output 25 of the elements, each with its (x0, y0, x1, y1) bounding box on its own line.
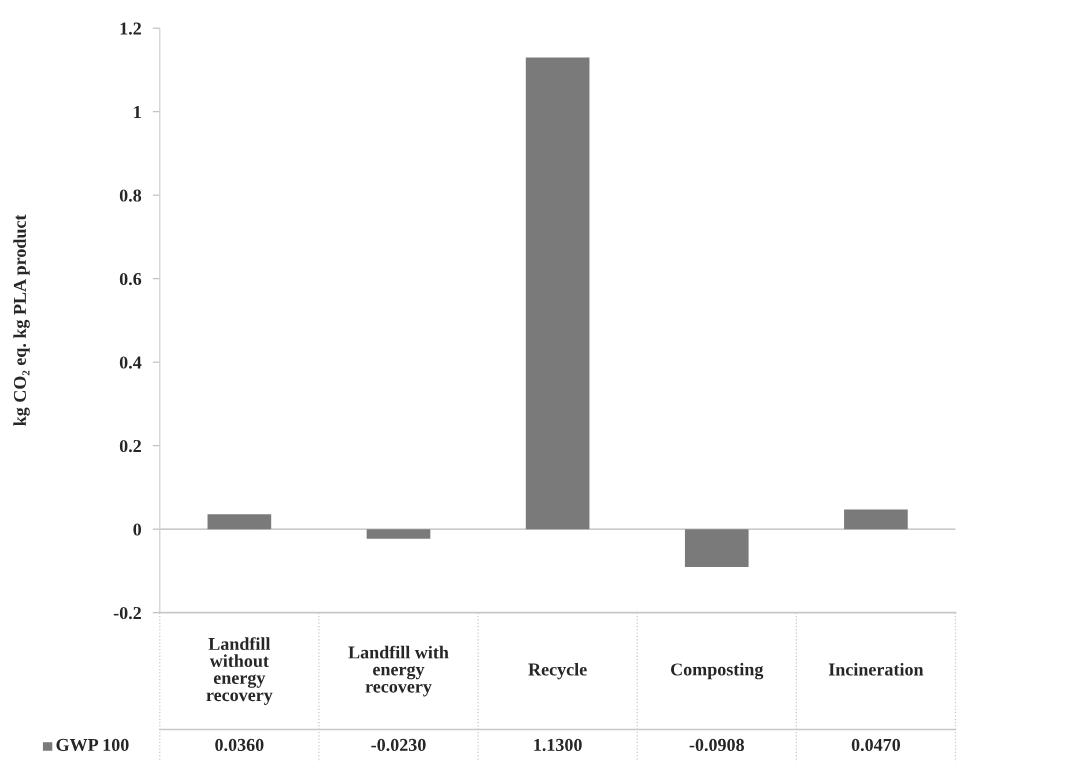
data-label: 1.1300 (534, 738, 582, 752)
y-tick-label: 1 (134, 106, 141, 118)
bar (844, 509, 908, 530)
data-label: -0.0908 (689, 738, 744, 752)
y-tick-label: 0.2 (119, 439, 141, 453)
y-tick-label: -0.2 (113, 606, 141, 620)
data-label: -0.0230 (371, 738, 426, 752)
y-tick-label: 0.4 (119, 356, 142, 369)
data-label: 0.0360 (215, 738, 264, 752)
bar (684, 529, 749, 568)
bar (525, 57, 590, 530)
bar (366, 529, 431, 539)
y-tick-label: 0.8 (119, 189, 142, 202)
x-tick-label: Composting (671, 662, 764, 680)
x-tick-label: Recycle (528, 662, 587, 680)
y-axis-title: kg CO₂ eq. kg PLA product (13, 214, 30, 426)
x-tick-label: Incineration (828, 662, 924, 676)
legend-label: GWP 100 (56, 738, 129, 752)
y-tick-label: 0 (133, 523, 142, 536)
y-tick-label: 0.6 (119, 272, 142, 286)
x-tick-label: Landfill without energy recovery (206, 637, 273, 705)
bar (207, 514, 272, 530)
x-tick-label: Landfill with energy recovery (348, 645, 449, 697)
data-label: 0.0470 (851, 738, 901, 752)
y-tick-label: 1.2 (120, 22, 141, 35)
